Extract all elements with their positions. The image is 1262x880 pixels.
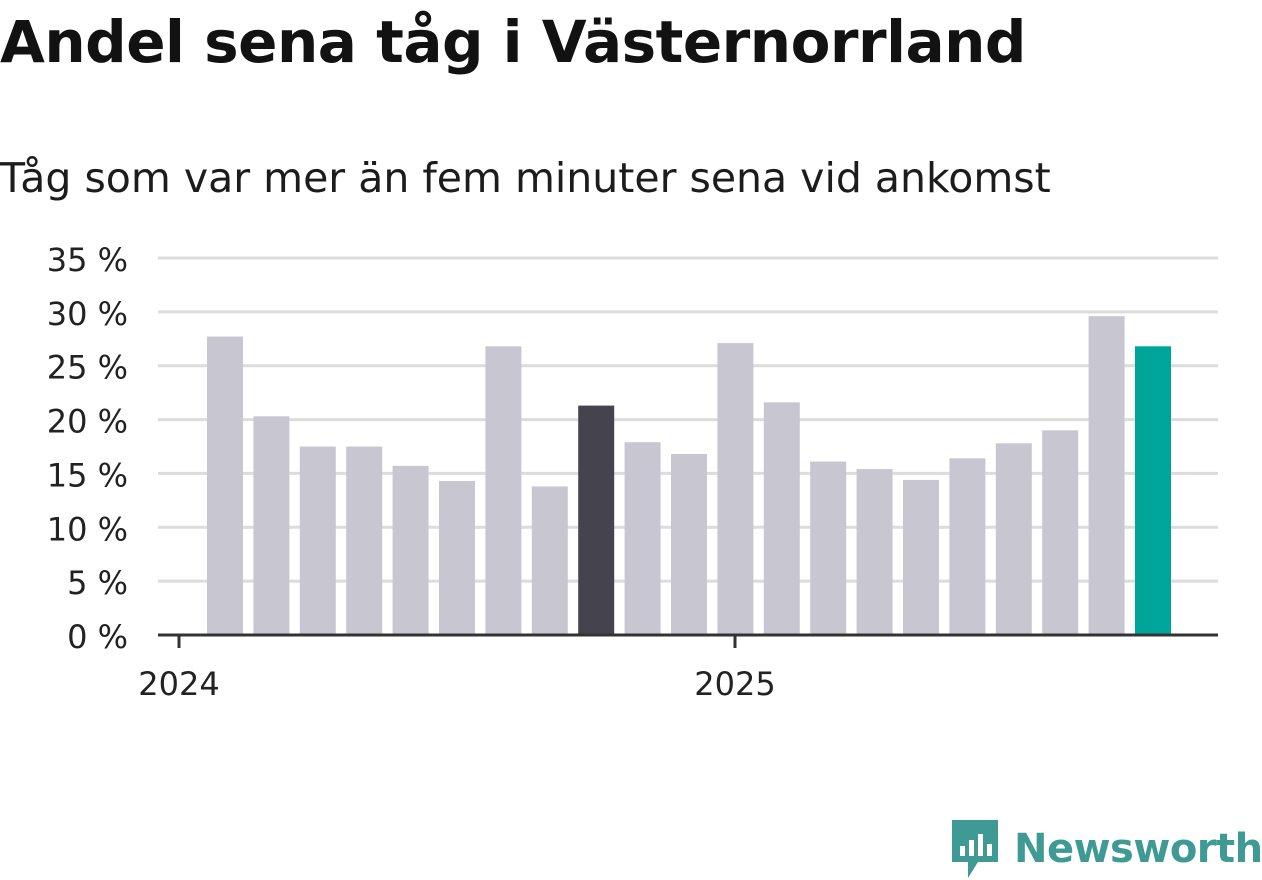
x-tick-label: 2025: [694, 665, 775, 703]
y-tick-label: 35 %: [47, 241, 128, 279]
y-tick-label: 30 %: [47, 295, 128, 333]
bar: [392, 465, 429, 635]
y-tick-label: 25 %: [47, 349, 128, 387]
bar: [485, 346, 522, 635]
chart-title: Andel sena tåg i Västernorrland: [0, 8, 1026, 76]
bar: [763, 402, 800, 635]
bar: [299, 446, 336, 635]
bar: [671, 454, 707, 635]
bars: [207, 316, 1171, 635]
newsworthy-logo: Newsworthy: [950, 818, 1262, 880]
brand-name: Newsworthy: [1014, 826, 1262, 872]
axes: 0 % 5 % 10 % 15 % 20 % 25 % 30 % 35 % 2024 2025: [47, 241, 1218, 703]
bar: [1088, 316, 1125, 635]
newsworthy-logo-icon: [952, 820, 998, 878]
x-tick-label: 2024: [138, 665, 219, 703]
bar: [810, 461, 847, 635]
y-tick-label: 5 %: [67, 564, 128, 602]
bar: [624, 442, 661, 635]
bar: [856, 469, 893, 635]
bar: [207, 336, 243, 635]
bar: [346, 446, 383, 635]
bar: [1042, 430, 1079, 635]
y-tick-label: 20 %: [47, 403, 128, 441]
y-tick-label: 15 %: [47, 456, 128, 494]
bar: [717, 343, 754, 635]
y-tick-label: 10 %: [47, 510, 128, 548]
bar: [1135, 346, 1171, 635]
bar: [578, 405, 615, 635]
bar: [531, 486, 568, 635]
chart-subtitle: Tåg som var mer än fem minuter sena vid …: [0, 154, 1051, 202]
bar: [903, 479, 939, 635]
bar: [439, 481, 475, 635]
y-tick-label: 0 %: [67, 618, 128, 656]
bar: [995, 443, 1032, 635]
bar: [949, 458, 986, 635]
bar: [253, 416, 290, 635]
